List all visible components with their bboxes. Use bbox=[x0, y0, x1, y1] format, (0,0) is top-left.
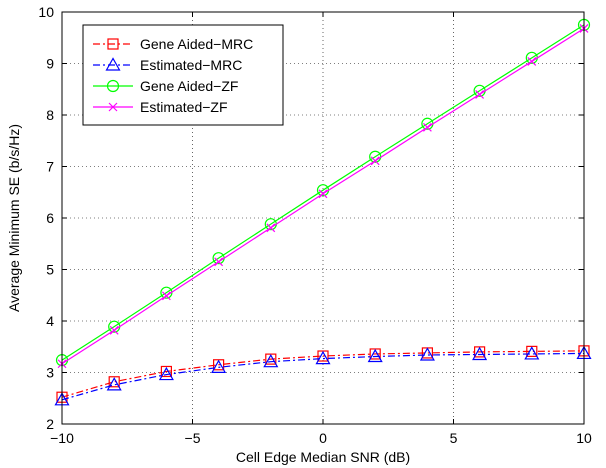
x-marker bbox=[161, 291, 171, 301]
series-group bbox=[54, 18, 592, 406]
triangle-marker bbox=[472, 346, 488, 361]
legend-label: Estimated−MRC bbox=[140, 57, 242, 73]
x-marker bbox=[108, 102, 118, 112]
y-tick-label: 5 bbox=[46, 262, 54, 278]
x-tick-label: −10 bbox=[50, 430, 74, 446]
y-tick-label: 3 bbox=[46, 365, 54, 381]
x-marker bbox=[266, 223, 276, 233]
y-tick-label: 6 bbox=[46, 210, 54, 226]
triangle-marker bbox=[106, 377, 122, 391]
series-line bbox=[61, 24, 585, 361]
x-tick-label: 10 bbox=[576, 430, 592, 446]
triangle-marker bbox=[105, 57, 121, 71]
legend-item: Estimated−MRC bbox=[93, 57, 242, 73]
legend-label: Gene Aided−ZF bbox=[140, 78, 238, 94]
x-marker bbox=[475, 89, 485, 99]
y-tick-label: 8 bbox=[46, 107, 54, 123]
x-marker bbox=[109, 325, 119, 335]
x-tick-label: 5 bbox=[450, 430, 458, 446]
axis-ticks bbox=[61, 11, 585, 425]
x-tick-label: 0 bbox=[319, 430, 327, 446]
y-tick-label: 4 bbox=[46, 313, 54, 329]
circle-marker bbox=[106, 79, 120, 93]
y-tick-label: 9 bbox=[46, 56, 54, 72]
series-2 bbox=[54, 345, 592, 406]
legend-label: Estimated−ZF bbox=[140, 99, 228, 115]
legend-label: Gene Aided−MRC bbox=[140, 36, 253, 52]
triangle-marker bbox=[211, 359, 227, 373]
legend-box bbox=[82, 24, 284, 126]
triangle-marker bbox=[315, 350, 331, 365]
x-marker bbox=[527, 57, 537, 66]
y-tick-label: 2 bbox=[46, 416, 54, 432]
y-tick-label: 7 bbox=[46, 159, 54, 175]
series-line bbox=[61, 350, 585, 398]
triangle-marker bbox=[524, 346, 540, 360]
triangle-marker bbox=[263, 353, 279, 368]
triangle-marker bbox=[158, 366, 174, 381]
x-marker bbox=[370, 156, 380, 166]
legend-item: Gene Aided−ZF bbox=[93, 78, 238, 94]
legend-item: Gene Aided−MRC bbox=[93, 36, 253, 52]
square-marker bbox=[108, 376, 120, 388]
square-marker bbox=[160, 365, 172, 378]
x-marker bbox=[422, 122, 432, 132]
y-tick-label: 10 bbox=[38, 4, 54, 20]
series-line bbox=[61, 352, 585, 401]
triangle-marker bbox=[367, 348, 383, 363]
x-marker bbox=[214, 257, 224, 267]
y-axis-label: Average Minimum SE (b/s/Hz) bbox=[6, 124, 22, 312]
y-tick-labels: 2 3 4 5 6 7 8 9 10 bbox=[38, 4, 54, 432]
square-marker bbox=[107, 38, 119, 50]
legend: Gene Aided−MRC Estimated−MRC Gene Aided−ZF… bbox=[82, 24, 284, 126]
x-axis-label: Cell Edge Median SNR (dB) bbox=[236, 449, 410, 465]
legend-item: Estimated−ZF bbox=[93, 99, 228, 115]
series-4 bbox=[57, 24, 589, 369]
triangle-marker bbox=[419, 347, 435, 361]
x-marker bbox=[318, 189, 328, 199]
x-tick-label: −5 bbox=[185, 430, 201, 446]
x-tick-labels: −10 −5 0 5 10 bbox=[50, 430, 592, 446]
